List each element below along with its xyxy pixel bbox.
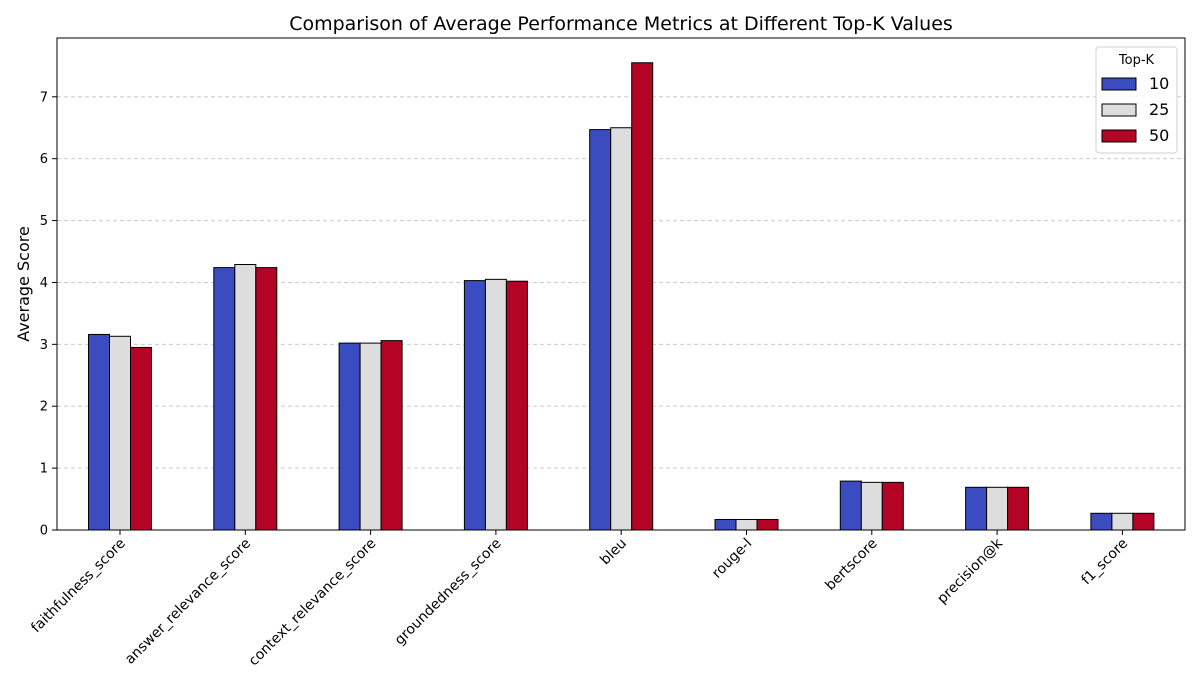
- y-tick-label: 1: [40, 462, 48, 477]
- bar-25-groundedness_score: [484, 278, 507, 531]
- y-tick-label: 6: [40, 152, 48, 167]
- bar-25-rouge-l: [735, 518, 758, 531]
- bar-25-bertscore: [860, 481, 883, 531]
- bar-10-bertscore: [839, 480, 862, 531]
- y-tick-label: 2: [40, 400, 48, 415]
- bar-10-groundedness_score: [463, 280, 486, 531]
- y-tick-label: 5: [40, 214, 48, 229]
- x-tick-label: bleu: [597, 536, 630, 569]
- y-axis-label: Average Score: [14, 226, 33, 342]
- bar-50-precision@k: [1007, 486, 1030, 531]
- y-tick-label: 4: [40, 276, 48, 291]
- bar-10-context_relevance_score: [338, 342, 361, 531]
- bar-50-bleu: [631, 62, 654, 531]
- legend-label-10: 10: [1149, 74, 1169, 93]
- legend: Top-K 10 25 50: [1095, 46, 1178, 154]
- bar-10-bleu: [589, 129, 612, 531]
- legend-label-25: 25: [1149, 100, 1169, 119]
- bar-50-answer_relevance_score: [255, 267, 278, 531]
- legend-title: Top-K: [1118, 53, 1155, 68]
- bar-50-rouge-l: [756, 518, 779, 531]
- bar-50-context_relevance_score: [380, 340, 403, 531]
- legend-swatch-10: [1101, 77, 1137, 91]
- x-tick-label: answer_relevance_score: [122, 536, 254, 668]
- chart-title: Comparison of Average Performance Metric…: [289, 13, 953, 35]
- bar-10-faithfulness_score: [88, 333, 110, 531]
- legend-swatch-25: [1101, 103, 1137, 117]
- bar-50-faithfulness_score: [130, 346, 152, 531]
- bar-25-precision@k: [986, 486, 1009, 531]
- bar-25-context_relevance_score: [359, 342, 382, 531]
- x-tick-label: rouge-l: [709, 536, 755, 582]
- bars: [88, 62, 1155, 531]
- legend-label-50: 50: [1149, 126, 1169, 145]
- x-tick-label: f1_score: [1079, 536, 1132, 589]
- bar-10-f1_score: [1090, 512, 1113, 531]
- y-tick-label: 3: [40, 338, 48, 353]
- legend-swatch-50: [1101, 129, 1137, 143]
- bar-25-answer_relevance_score: [234, 264, 257, 531]
- bar-50-f1_score: [1132, 512, 1155, 531]
- bar-50-groundedness_score: [505, 280, 528, 531]
- bar-25-faithfulness_score: [109, 335, 131, 531]
- bar-50-bertscore: [881, 481, 904, 531]
- x-tick-label: bertscore: [822, 536, 880, 594]
- bar-10-rouge-l: [714, 518, 737, 531]
- bar-25-bleu: [610, 127, 633, 531]
- x-tick-label: groundedness_score: [392, 536, 505, 649]
- bar-10-precision@k: [965, 486, 988, 531]
- x-tick-label: precision@k: [934, 535, 1006, 607]
- y-tick-label: 0: [40, 524, 48, 539]
- x-tick-label: faithfulness_score: [28, 536, 129, 637]
- bar-10-answer_relevance_score: [213, 267, 236, 531]
- x-tick-label: context_relevance_score: [246, 536, 380, 670]
- plot-frame: [56, 37, 1186, 531]
- y-tick-label: 7: [40, 90, 48, 105]
- legend-box: [1095, 46, 1178, 154]
- bar-25-f1_score: [1111, 512, 1134, 531]
